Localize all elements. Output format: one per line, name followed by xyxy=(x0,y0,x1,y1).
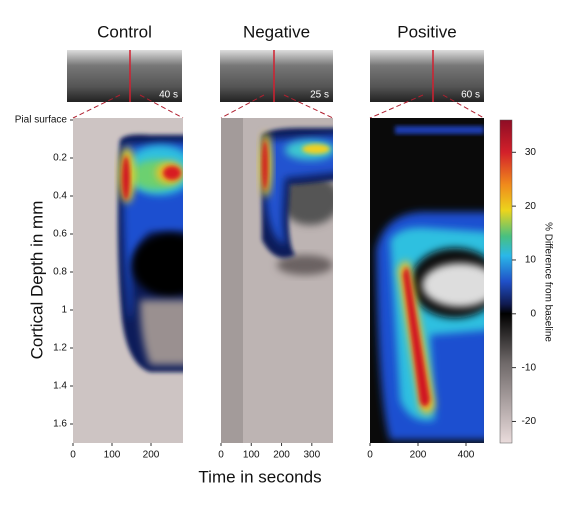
y-tick-label: Pial surface xyxy=(15,115,68,126)
panel-title: Control xyxy=(97,22,152,41)
y-tick-label: 0.2 xyxy=(53,153,67,164)
y-tick-label: 0.4 xyxy=(53,191,67,202)
thumbnail xyxy=(370,50,484,102)
image-label: 40 s xyxy=(159,90,178,101)
y-tick-label: 0.6 xyxy=(53,229,67,240)
x-tick-label: 0 xyxy=(367,450,373,461)
colorbar-tick-label: 0 xyxy=(530,308,536,319)
x-axis-label: Time in seconds xyxy=(198,467,321,486)
y-tick-label: 1.4 xyxy=(53,381,67,392)
heatmap-image xyxy=(370,118,484,443)
x-tick-label: 200 xyxy=(143,450,160,461)
colorbar-tick-label: -10 xyxy=(522,362,537,373)
heatmap-image xyxy=(221,118,333,443)
x-tick-label: 100 xyxy=(243,450,260,461)
colorbar-tick-label: -20 xyxy=(522,416,537,427)
thumbnail xyxy=(220,50,333,102)
colorbar-tick-label: 20 xyxy=(525,201,537,212)
x-tick-label: 400 xyxy=(458,450,475,461)
y-tick-label: 1.2 xyxy=(53,343,67,354)
thumbnail xyxy=(67,50,182,102)
panel-title: Positive xyxy=(397,22,457,41)
x-tick-label: 300 xyxy=(303,450,320,461)
x-tick-label: 0 xyxy=(70,450,76,461)
colorbar-tick-label: 30 xyxy=(525,147,537,158)
panel-title: Negative xyxy=(243,22,310,41)
zoom-lines xyxy=(72,94,485,119)
colorbar xyxy=(499,119,513,444)
colorbar-label: % Difference from baseline xyxy=(542,222,553,342)
image-label: 25 s xyxy=(310,90,329,101)
y-tick-label: 0.8 xyxy=(53,267,67,278)
x-tick-label: 0 xyxy=(218,450,224,461)
x-tick-label: 200 xyxy=(273,450,290,461)
y-tick-label: 1 xyxy=(61,305,67,316)
thumbnails xyxy=(67,50,485,119)
y-tick-label: 1.6 xyxy=(53,419,67,430)
x-tick-label: 200 xyxy=(410,450,427,461)
x-tick-label: 100 xyxy=(104,450,121,461)
colorbar-tick-label: 10 xyxy=(525,255,537,266)
heatmap-image xyxy=(73,118,183,443)
image-label: 60 s xyxy=(461,90,480,101)
y-axis-label: Cortical Depth in mm xyxy=(27,201,46,360)
